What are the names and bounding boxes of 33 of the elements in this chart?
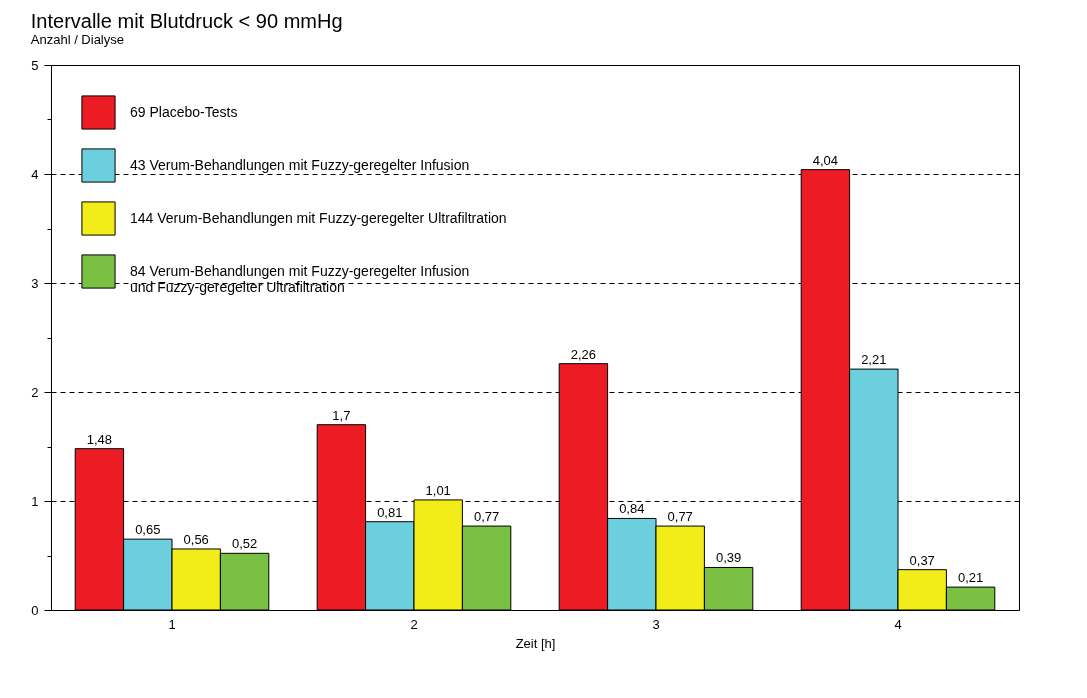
data-label: 0,65 — [135, 522, 161, 538]
data-label: 0,56 — [183, 531, 209, 547]
x-tick-label: 4 — [894, 616, 902, 632]
chart-subtitle: Anzahl / Dialyse — [30, 32, 124, 47]
data-label: 0,39 — [715, 550, 742, 566]
legend-label: 69 Placebo-Tests — [130, 103, 238, 120]
data-label: 0,52 — [231, 536, 258, 552]
data-label: 0,81 — [377, 504, 403, 520]
data-label: 2,21 — [861, 352, 887, 368]
y-tick-label: 2 — [31, 384, 39, 400]
y-tick-label: 3 — [31, 275, 39, 291]
y-tick-label: 5 — [31, 57, 39, 73]
chart-title: Intervalle mit Blutdruck < 90 mmHg — [30, 10, 343, 32]
x-tick-label: 3 — [652, 616, 660, 632]
data-label: 1,01 — [425, 482, 451, 498]
x-tick-label: 1 — [168, 616, 176, 632]
y-tick-label: 0 — [31, 602, 39, 618]
y-tick-label: 1 — [31, 493, 39, 509]
data-label: 2,26 — [570, 346, 597, 362]
x-tick-label: 2 — [410, 616, 418, 632]
data-label: 0,84 — [619, 501, 645, 517]
data-label: 0,37 — [909, 552, 935, 568]
legend-label: 84 Verum-Behandlungen mit Fuzzy-geregelter Infusion und Fuzzy-geregelter Ultrafiltration — [130, 262, 470, 295]
data-label: 0,77 — [473, 509, 500, 525]
y-tick-label: 4 — [31, 166, 39, 182]
data-label: 1,7 — [332, 407, 351, 423]
legend-label: 43 Verum-Behandlungen mit Fuzzy-geregelter Infusion — [130, 156, 470, 173]
legend-label: 144 Verum-Behandlungen mit Fuzzy-geregelter Ultrafiltration — [130, 209, 507, 226]
x-axis-title: Zeit [h] — [515, 635, 556, 651]
data-label: 1,48 — [86, 431, 113, 447]
data-label: 0,21 — [957, 570, 984, 586]
data-label: 4,04 — [812, 152, 839, 168]
data-label: 0,77 — [667, 509, 693, 525]
